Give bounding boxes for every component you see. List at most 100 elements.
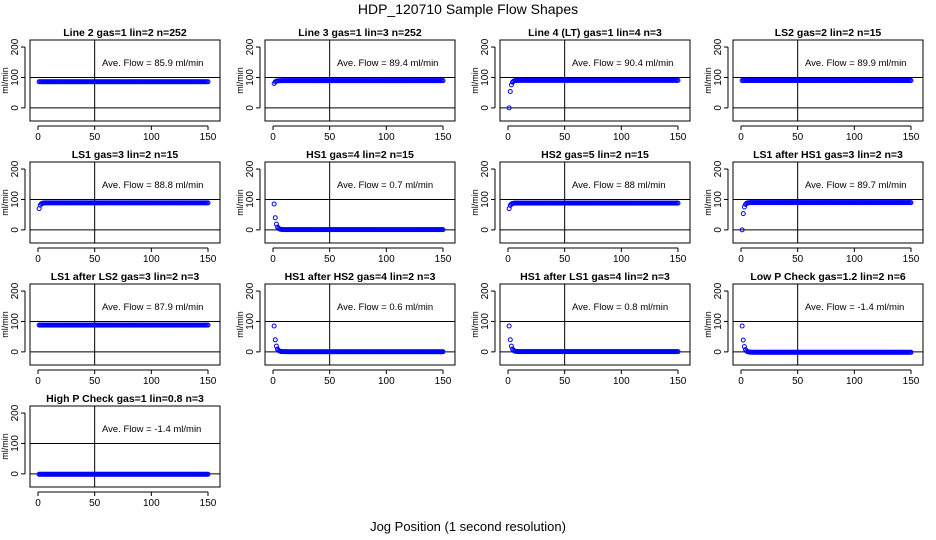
x-tick-label: 150 [200, 376, 217, 387]
x-tick-label: 50 [792, 132, 804, 143]
x-tick-label: 0 [738, 254, 744, 265]
x-tick-label: 50 [89, 254, 101, 265]
data-point [506, 323, 512, 329]
y-tick-label: 100 [713, 69, 724, 86]
panel-title: Line 2 gas=1 lin=2 n=252 [63, 27, 187, 39]
average-flow-annotation: Ave. Flow = 0.6 ml/min [337, 302, 433, 313]
data-point [508, 343, 514, 349]
x-tick-label: 50 [324, 254, 336, 265]
y-tick-label: 200 [10, 38, 21, 55]
y-axis-title: ml/min [0, 189, 10, 216]
x-tick-label: 100 [613, 254, 630, 265]
chart-panel: HS2 gas=5 lin=2 n=15 0 50 100 150 0 100 200 ml/m… [470, 149, 691, 265]
data-point [741, 204, 747, 210]
x-tick-label: 0 [505, 254, 511, 265]
plot-frame [264, 39, 456, 122]
y-tick-label: 0 [10, 471, 21, 477]
y-tick-label: 100 [10, 69, 21, 86]
x-tick-label: 0 [738, 376, 744, 387]
average-flow-annotation: Ave. Flow = -1.4 ml/min [102, 424, 201, 435]
x-tick-label: 0 [270, 254, 276, 265]
y-axis-title: ml/min [235, 189, 245, 216]
data-point [440, 78, 446, 84]
average-flow-annotation: Ave. Flow = 89.4 ml/min [337, 58, 438, 69]
y-axis-title: ml/min [235, 67, 245, 94]
data-point [205, 200, 211, 206]
panel-title: LS1 after HS1 gas=3 lin=2 n=3 [753, 149, 903, 161]
chart-panel: Line 4 (LT) gas=1 lin=4 n=3 0 50 100 150 0 100… [470, 27, 691, 143]
chart-panel: LS1 after LS2 gas=3 lin=2 n=3 0 50 100 150 0 1… [0, 271, 221, 387]
y-tick-label: 200 [713, 282, 724, 299]
y-tick-label: 200 [10, 282, 21, 299]
y-tick-label: 0 [245, 349, 256, 355]
data-point [675, 77, 681, 83]
x-tick-label: 50 [89, 498, 101, 509]
chart-panel: LS2 gas=2 lin=2 n=15 0 50 100 150 0 100 200 ml/m… [703, 27, 924, 143]
data-point [506, 105, 512, 111]
y-tick-label: 0 [245, 105, 256, 111]
x-tick-label: 100 [143, 132, 160, 143]
plot-frame [264, 161, 456, 244]
data-point [205, 322, 211, 328]
y-tick-label: 100 [480, 69, 491, 86]
y-tick-label: 200 [245, 282, 256, 299]
chart-panel: Line 3 gas=1 lin=3 n=252 0 50 100 150 0 100 200… [235, 27, 456, 143]
x-tick-label: 50 [559, 132, 571, 143]
plot-frame [499, 161, 691, 244]
y-axis-title: ml/min [703, 67, 713, 94]
y-tick-label: 100 [10, 435, 21, 452]
x-tick-label: 100 [378, 254, 395, 265]
x-tick-label: 150 [435, 376, 452, 387]
data-point [440, 349, 446, 355]
data-point [675, 349, 681, 355]
average-flow-annotation: Ave. Flow = 0.8 ml/min [572, 302, 668, 313]
chart-panel: HS1 gas=4 lin=2 n=15 0 50 100 150 0 100 200 ml/m… [235, 149, 456, 265]
average-flow-annotation: Ave. Flow = 90.4 ml/min [572, 58, 673, 69]
plot-frame [29, 283, 221, 366]
y-tick-label: 0 [480, 349, 491, 355]
y-tick-label: 0 [713, 349, 724, 355]
y-tick-label: 100 [245, 191, 256, 208]
y-tick-label: 100 [10, 191, 21, 208]
y-tick-label: 0 [713, 105, 724, 111]
x-tick-label: 100 [846, 376, 863, 387]
panel-title: HS1 after LS1 gas=4 lin=2 n=3 [520, 271, 670, 283]
average-flow-annotation: Ave. Flow = -1.4 ml/min [805, 302, 904, 313]
x-tick-label: 0 [35, 376, 41, 387]
y-axis-title: ml/min [0, 311, 10, 338]
y-tick-label: 0 [10, 105, 21, 111]
plot-frame [29, 39, 221, 122]
y-tick-label: 200 [713, 160, 724, 177]
data-point [271, 201, 277, 207]
y-axis-title: ml/min [0, 67, 10, 94]
x-tick-label: 50 [792, 376, 804, 387]
data-point [440, 227, 446, 233]
plot-frame [29, 405, 221, 488]
y-tick-label: 0 [480, 105, 491, 111]
y-tick-label: 200 [713, 38, 724, 55]
x-tick-label: 150 [200, 132, 217, 143]
y-tick-label: 200 [480, 38, 491, 55]
y-tick-label: 0 [245, 227, 256, 233]
data-point [908, 78, 914, 84]
data-point [739, 227, 745, 233]
data-point [740, 211, 746, 217]
y-tick-label: 0 [713, 227, 724, 233]
data-point [507, 88, 513, 94]
x-tick-label: 50 [559, 376, 571, 387]
y-tick-label: 200 [245, 160, 256, 177]
x-tick-label: 50 [559, 254, 571, 265]
data-point [273, 343, 279, 349]
x-tick-label: 150 [670, 254, 687, 265]
chart-panel: Low P Check gas=1.2 lin=2 n=6 0 50 100 150 0 1… [703, 271, 924, 387]
x-tick-label: 150 [200, 498, 217, 509]
plot-frame [732, 39, 924, 122]
x-tick-label: 50 [324, 376, 336, 387]
x-tick-label: 150 [670, 376, 687, 387]
panel-title: HS1 gas=4 lin=2 n=15 [306, 149, 414, 161]
y-tick-label: 100 [713, 191, 724, 208]
panel-title: LS1 after LS2 gas=3 lin=2 n=3 [51, 271, 200, 283]
y-axis-title: ml/min [470, 67, 480, 94]
figure-x-axis-label: Jog Position (1 second resolution) [370, 519, 566, 534]
average-flow-annotation: Ave. Flow = 87.9 ml/min [102, 302, 203, 313]
